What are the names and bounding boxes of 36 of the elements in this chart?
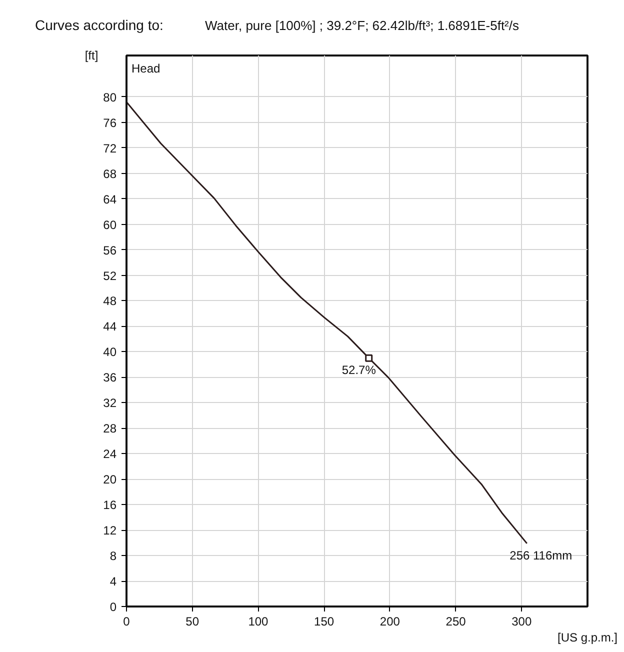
y-tick-label: 64 (103, 192, 117, 206)
y-tick-label: 40 (103, 345, 117, 360)
annotation: 256 116mm (510, 548, 572, 562)
annotation: 52.7% (342, 363, 376, 378)
y-tick-label: 60 (103, 218, 117, 232)
y-tick-label: 48 (103, 294, 117, 308)
y-tick-label: 8 (110, 549, 117, 564)
y-tick-label: 36 (103, 370, 117, 385)
annotation: Head (132, 62, 160, 76)
y-tick-label: 76 (103, 116, 117, 130)
x-tick-label: 0 (123, 614, 130, 628)
x-axis-title: [US g.p.m.] (557, 630, 618, 644)
chart-title: Curves according to: (35, 16, 164, 35)
x-tick-label: 200 (380, 614, 400, 628)
y-tick-label: 20 (103, 472, 117, 487)
y-tick-label: 44 (103, 320, 117, 334)
x-tick-label: 100 (248, 614, 269, 628)
x-tick-label: 300 (512, 614, 532, 628)
x-tick-label: 250 (446, 614, 466, 628)
y-tick-label: 0 (110, 600, 117, 614)
y-tick-label: 24 (103, 447, 117, 462)
y-tick-label: 52 (103, 268, 117, 283)
x-tick-label: 50 (186, 614, 200, 628)
y-tick-label: 68 (103, 166, 117, 181)
y-tick-label: 32 (103, 396, 117, 410)
x-tick-label: 150 (314, 614, 334, 628)
line-series (126, 101, 528, 544)
chart-subtitle: Water, pure [100%] ; 39.2°F; 62.42lb/ft³; 1.6891E-5ft²/s (205, 18, 519, 33)
y-axis-title: [ft] (84, 48, 98, 62)
y-tick-label: 4 (110, 574, 117, 589)
y-tick-label: 72 (103, 141, 117, 156)
y-tick-label: 56 (103, 243, 117, 258)
y-tick-label: 16 (103, 498, 117, 512)
y-tick-label: 80 (103, 90, 117, 104)
y-tick-label: 12 (103, 524, 117, 538)
y-tick-label: 28 (103, 422, 117, 436)
